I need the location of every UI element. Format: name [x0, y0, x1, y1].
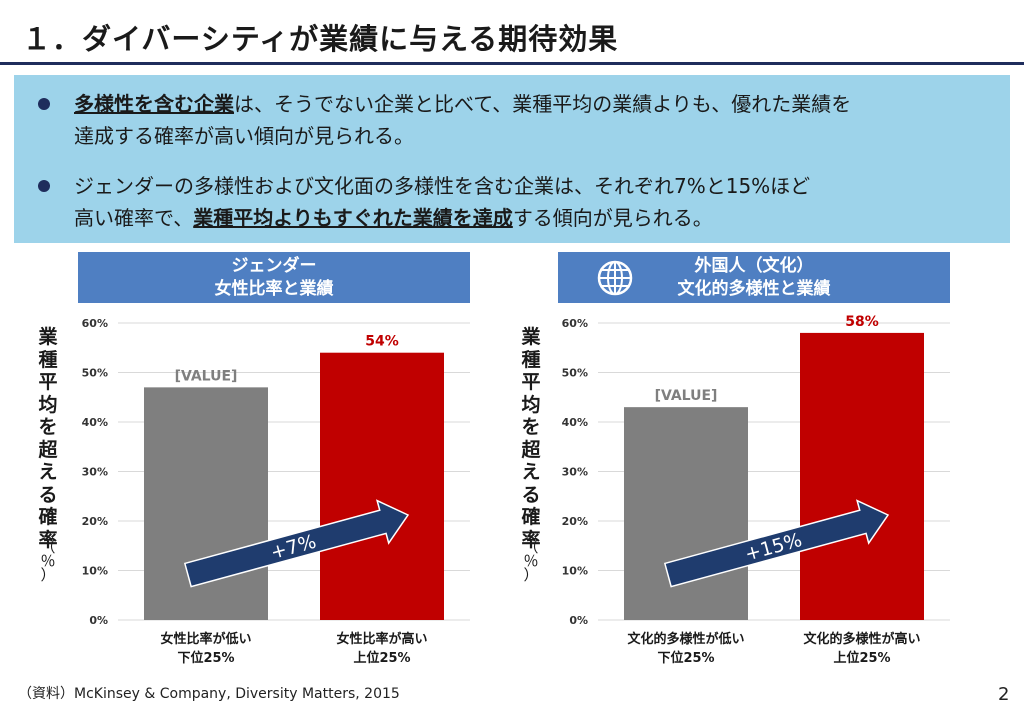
bullet-2-line1: ジェンダーの多様性および文化面の多様性を含む企業は、それぞれ7%と15%ほど	[74, 174, 811, 198]
y-tick-label: 40%	[562, 416, 588, 429]
bullet-1-emphasis: 多様性を含む企業	[74, 92, 234, 116]
bullet-2-emphasis: 業種平均よりもすぐれた業績を達成	[193, 206, 513, 230]
bar-2	[800, 332, 924, 620]
source-note: （資料）McKinsey & Company, Diversity Matter…	[18, 686, 400, 702]
data-label-2: 54%	[365, 334, 399, 350]
title-divider	[0, 62, 1024, 65]
bar-1	[144, 387, 268, 620]
y-tick-label: 20%	[562, 515, 588, 528]
chart-2-title-line1: 外国人（文化）	[694, 256, 814, 276]
y-tick-label: 50%	[562, 367, 588, 380]
category-label: 女性比率が低い	[160, 631, 251, 647]
category-label: 下位25%	[177, 650, 234, 666]
y-tick-label: 10%	[562, 565, 588, 578]
page-title: １．ダイバーシティが業績に与える期待効果	[22, 22, 619, 56]
category-label: 下位25%	[657, 650, 714, 666]
data-label-1: [VALUE]	[175, 368, 238, 384]
bar-2	[320, 352, 444, 620]
y-tick-label: 60%	[82, 317, 108, 330]
category-label: 文化的多様性が低い	[627, 631, 744, 647]
arrow-shape	[663, 499, 890, 588]
chart-1-y-axis-unit: （％）	[40, 538, 56, 584]
chart-1-header: ジェンダー 女性比率と業績	[78, 252, 470, 303]
y-tick-label: 30%	[82, 466, 108, 479]
chart-2-y-axis-unit: （％）	[523, 538, 539, 584]
bullet-2-pre: 高い確率で、	[74, 206, 194, 230]
category-label: 文化的多様性が高い	[803, 631, 920, 647]
chart-2-y-axis-label: 業種平均を超える確率	[521, 326, 541, 551]
y-tick-label: 60%	[562, 317, 588, 330]
chart-1-y-axis-label: 業種平均を超える確率	[38, 326, 58, 551]
bullet-dot-icon	[38, 180, 50, 192]
chart-1-title-line1: ジェンダー	[231, 256, 317, 276]
data-label-1: [VALUE]	[655, 388, 718, 404]
arrow-shape	[183, 499, 410, 588]
bullet-1-text: は、そうでない企業と比べて、業種平均の業績よりも、優れた業績を	[234, 92, 852, 116]
bullet-item-1: 多様性を含む企業は、そうでない企業と比べて、業種平均の業績よりも、優れた業績を …	[38, 88, 974, 152]
y-tick-label: 20%	[82, 515, 108, 528]
chart-2: 0% 10% 20% 30% 40% 50% 60% [VALUE] 文化的多様性が低い下位25…	[562, 314, 950, 666]
y-tick-label: 10%	[82, 565, 108, 578]
category-label: 女性比率が高い	[336, 631, 427, 647]
data-label-2: 58%	[845, 314, 879, 330]
y-tick-label: 0%	[569, 614, 588, 627]
bullet-item-2: ジェンダーの多様性および文化面の多様性を含む企業は、それぞれ7%と15%ほど 高…	[38, 170, 974, 234]
y-tick-label: 0%	[89, 614, 108, 627]
y-tick-label: 40%	[82, 416, 108, 429]
bullet-2-post: する傾向が見られる。	[512, 206, 713, 230]
category-label: 上位25%	[353, 650, 410, 666]
bullet-dot-icon	[38, 98, 50, 110]
bar-1	[624, 407, 748, 620]
y-tick-label: 50%	[82, 367, 108, 380]
chart-1-title-line2: 女性比率と業績	[214, 279, 334, 299]
chart-2-title-line2: 文化的多様性と業績	[677, 279, 831, 299]
bullet-1-line2: 達成する確率が高い傾向が見られる。	[74, 124, 414, 148]
summary-box: 多様性を含む企業は、そうでない企業と比べて、業種平均の業績よりも、優れた業績を …	[14, 75, 1010, 243]
page-number: 2	[998, 684, 1010, 705]
category-label: 上位25%	[833, 650, 890, 666]
globe-icon	[597, 260, 633, 296]
y-tick-label: 30%	[562, 466, 588, 479]
